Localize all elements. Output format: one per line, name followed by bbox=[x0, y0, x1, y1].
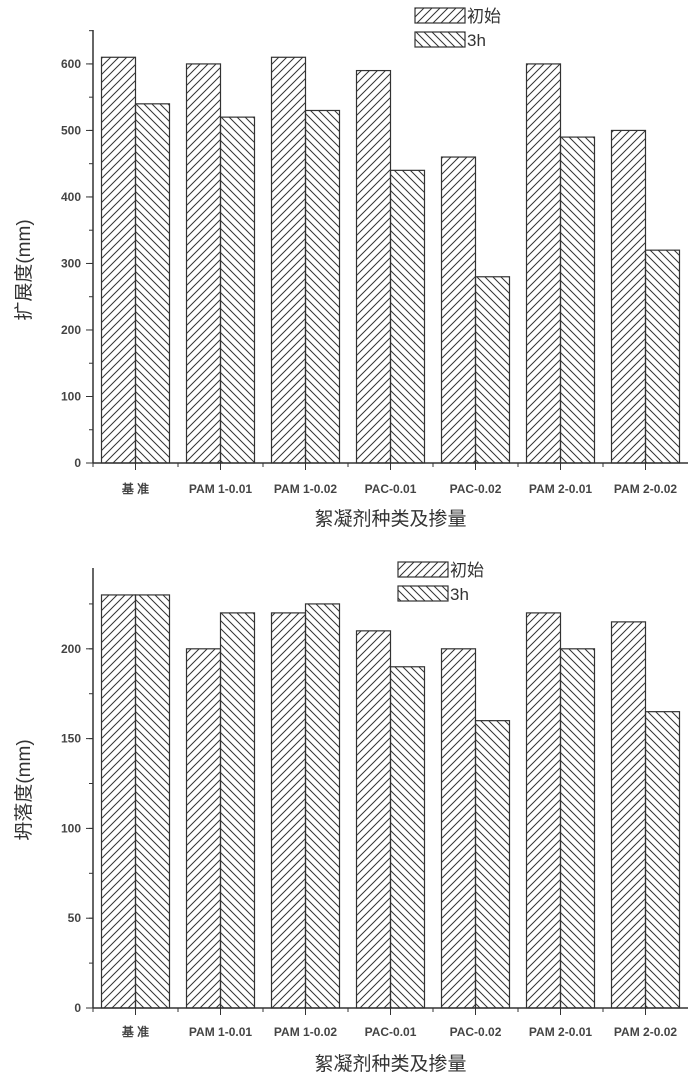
y-tick-label: 100 bbox=[61, 821, 81, 835]
x-tick-label: PAC-0.02 bbox=[450, 1025, 502, 1039]
bar-initial bbox=[185, 63, 222, 464]
bar-initial bbox=[525, 63, 562, 464]
bar-3h bbox=[644, 711, 681, 1009]
legend-swatch-3h bbox=[414, 31, 466, 48]
bar-3h bbox=[389, 666, 426, 1009]
y-axis-title: 扩展度(mm) bbox=[13, 219, 35, 320]
bar-3h bbox=[219, 116, 256, 464]
bar-3h bbox=[474, 276, 511, 464]
bar-initial bbox=[185, 648, 222, 1009]
bar-3h bbox=[644, 249, 681, 464]
x-tick-label: PAM 1-0.01 bbox=[189, 1025, 252, 1039]
legend-swatch-initial bbox=[414, 7, 466, 24]
bar-initial bbox=[440, 156, 477, 464]
y-tick-label: 100 bbox=[61, 389, 81, 403]
x-tick-label: PAC-0.02 bbox=[450, 482, 502, 496]
bar-initial bbox=[355, 630, 392, 1009]
y-tick-label: 500 bbox=[61, 123, 81, 137]
x-tick-label: PAM 1-0.02 bbox=[274, 1025, 337, 1039]
bar-initial bbox=[270, 612, 307, 1009]
bar-initial bbox=[100, 594, 137, 1009]
bar-initial bbox=[100, 56, 137, 464]
bar-initial bbox=[355, 69, 392, 464]
x-tick-label: PAM 2-0.01 bbox=[529, 482, 592, 496]
chart-spread: 基 准 PAM 1-0.01 PAM 1-0.02 PAC-0.01 PAC-0.02 P… bbox=[13, 7, 688, 530]
x-axis-title: 絮凝剂种类及掺量 bbox=[314, 1053, 466, 1075]
bar-initial bbox=[525, 612, 562, 1009]
y-tick-label: 0 bbox=[74, 456, 81, 470]
bar-3h bbox=[304, 603, 341, 1009]
bar-initial bbox=[610, 129, 647, 464]
x-tick-label: PAM 2-0.02 bbox=[614, 1025, 677, 1039]
bar-3h bbox=[559, 136, 596, 464]
x-tick-label: 基 准 bbox=[121, 1024, 149, 1039]
legend-label: 初始 bbox=[450, 561, 484, 580]
legend-swatch-3h bbox=[397, 585, 449, 602]
x-tick-label: PAM 1-0.02 bbox=[274, 482, 337, 496]
bar-initial bbox=[440, 648, 477, 1009]
legend-label: 3h bbox=[467, 31, 486, 50]
y-tick-label: 200 bbox=[61, 642, 81, 656]
chart-slump: 基 准 PAM 1-0.01 PAM 1-0.02 PAC-0.01 PAC-0.02 P… bbox=[13, 561, 688, 1075]
y-tick-label: 600 bbox=[61, 57, 81, 71]
legend-label: 3h bbox=[450, 585, 469, 604]
bar-3h bbox=[474, 720, 511, 1009]
legend-label: 初始 bbox=[467, 7, 501, 26]
y-tick-label: 200 bbox=[61, 323, 81, 337]
bar-3h bbox=[134, 594, 171, 1009]
x-tick-label: PAC-0.01 bbox=[365, 1025, 417, 1039]
bar-3h bbox=[219, 612, 256, 1009]
y-tick-label: 150 bbox=[61, 732, 81, 746]
y-tick-label: 0 bbox=[74, 1001, 81, 1015]
x-tick-label: PAM 2-0.02 bbox=[614, 482, 677, 496]
y-tick-label: 50 bbox=[68, 911, 82, 925]
bar-3h bbox=[304, 109, 341, 464]
y-axis-title: 坍落度(mm) bbox=[13, 739, 35, 840]
y-tick-label: 400 bbox=[61, 190, 81, 204]
bar-3h bbox=[389, 169, 426, 464]
bar-3h bbox=[559, 648, 596, 1009]
x-tick-label: PAM 2-0.01 bbox=[529, 1025, 592, 1039]
legend: 初始 3h bbox=[397, 561, 484, 604]
legend-swatch-initial bbox=[397, 561, 449, 578]
x-tick-label: 基 准 bbox=[121, 481, 149, 496]
y-tick-label: 300 bbox=[61, 256, 81, 270]
x-tick-label: PAC-0.01 bbox=[365, 482, 417, 496]
bar-initial bbox=[610, 621, 647, 1009]
legend: 初始 3h bbox=[414, 7, 501, 50]
x-axis-title: 絮凝剂种类及掺量 bbox=[314, 508, 466, 530]
bar-3h bbox=[134, 103, 171, 464]
bar-initial bbox=[270, 56, 307, 464]
x-tick-label: PAM 1-0.01 bbox=[189, 482, 252, 496]
